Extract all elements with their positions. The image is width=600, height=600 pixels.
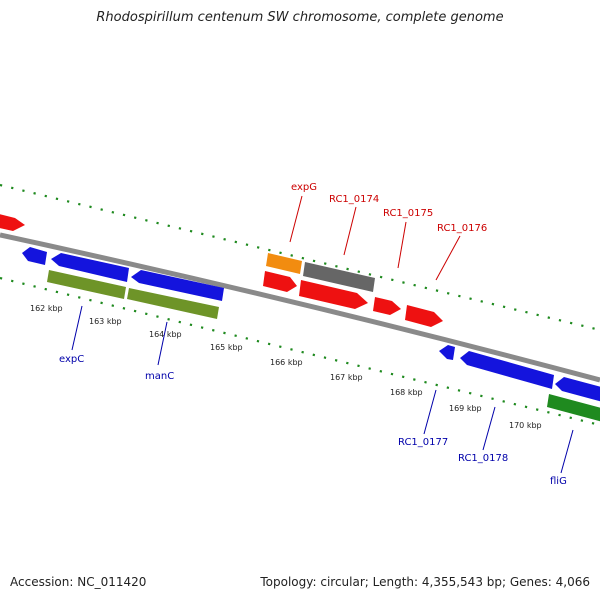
- gene-arrow-red[interactable]: [0, 213, 25, 231]
- gene-arrow-red[interactable]: [263, 271, 297, 292]
- leader-line-RC1_0177: [423, 389, 437, 435]
- leader-line-RC1_0174: [343, 206, 357, 256]
- leader-line-expC: [71, 305, 83, 351]
- leader-line-RC1_0175: [397, 221, 407, 269]
- scale-label-167: 167 kbp: [330, 373, 363, 382]
- genome-title: Rhodospirillum centenum SW chromosome, c…: [96, 10, 504, 25]
- gene-label-fliG[interactable]: fliG: [550, 476, 567, 487]
- gene-arrow-blue-expC[interactable]: [51, 253, 129, 282]
- gene-arrow-olive-manC[interactable]: [127, 288, 219, 319]
- upper-tick-track: [0, 183, 600, 332]
- gene-label-RC1_0174[interactable]: RC1_0174: [329, 194, 379, 205]
- gene-arrow-red-RC1_0174[interactable]: [299, 280, 368, 309]
- genome-summary-text: Topology: circular; Length: 4,355,543 bp…: [260, 575, 590, 589]
- gene-label-RC1_0177[interactable]: RC1_0177: [398, 437, 448, 448]
- gene-label-RC1_0178[interactable]: RC1_0178: [458, 453, 508, 464]
- scale-label-165: 165 kbp: [210, 343, 243, 352]
- gene-arrow-orange-expG[interactable]: [266, 253, 302, 274]
- gene-arrow-blue[interactable]: [22, 247, 47, 265]
- gene-arrow-red-RC1_0176[interactable]: [405, 305, 443, 327]
- gene-arrow-olive-expC[interactable]: [47, 270, 126, 299]
- lower-tick-track: [0, 276, 600, 427]
- gene-arrow-blue-RC1_0177[interactable]: [439, 345, 455, 360]
- scale-label-162: 162 kbp: [30, 304, 63, 313]
- leader-line-fliG: [560, 429, 574, 474]
- leader-line-RC1_0176: [435, 235, 461, 281]
- genome-backbone: [0, 232, 600, 383]
- scale-label-168: 168 kbp: [390, 388, 423, 397]
- gene-arrow-red-RC1_0175[interactable]: [373, 297, 401, 315]
- scale-label-166: 166 kbp: [270, 358, 303, 367]
- gene-arrow-blue-manC[interactable]: [131, 270, 224, 301]
- gene-label-RC1_0176[interactable]: RC1_0176: [437, 223, 487, 234]
- leader-line-RC1_0178: [482, 406, 496, 451]
- gene-arrow-blue-RC1_0178[interactable]: [460, 351, 554, 389]
- gene-arrow-gray-RC1_0174[interactable]: [303, 262, 375, 292]
- gene-arrow-blue[interactable]: [555, 377, 600, 402]
- accession-text: Accession: NC_011420: [10, 575, 147, 589]
- leader-line-manC: [157, 321, 168, 366]
- gene-label-manC[interactable]: manC: [145, 371, 174, 382]
- gene-label-expC[interactable]: expC: [59, 354, 84, 365]
- scale-label-169: 169 kbp: [449, 404, 482, 413]
- leader-line-expG: [289, 195, 303, 243]
- gene-label-RC1_0175[interactable]: RC1_0175: [383, 208, 433, 219]
- gene-arrow-green-fliG[interactable]: [547, 394, 600, 422]
- scale-label-164: 164 kbp: [149, 330, 182, 339]
- scale-label-163: 163 kbp: [89, 317, 122, 326]
- scale-label-170: 170 kbp: [509, 421, 542, 430]
- gene-label-expG[interactable]: expG: [291, 182, 317, 193]
